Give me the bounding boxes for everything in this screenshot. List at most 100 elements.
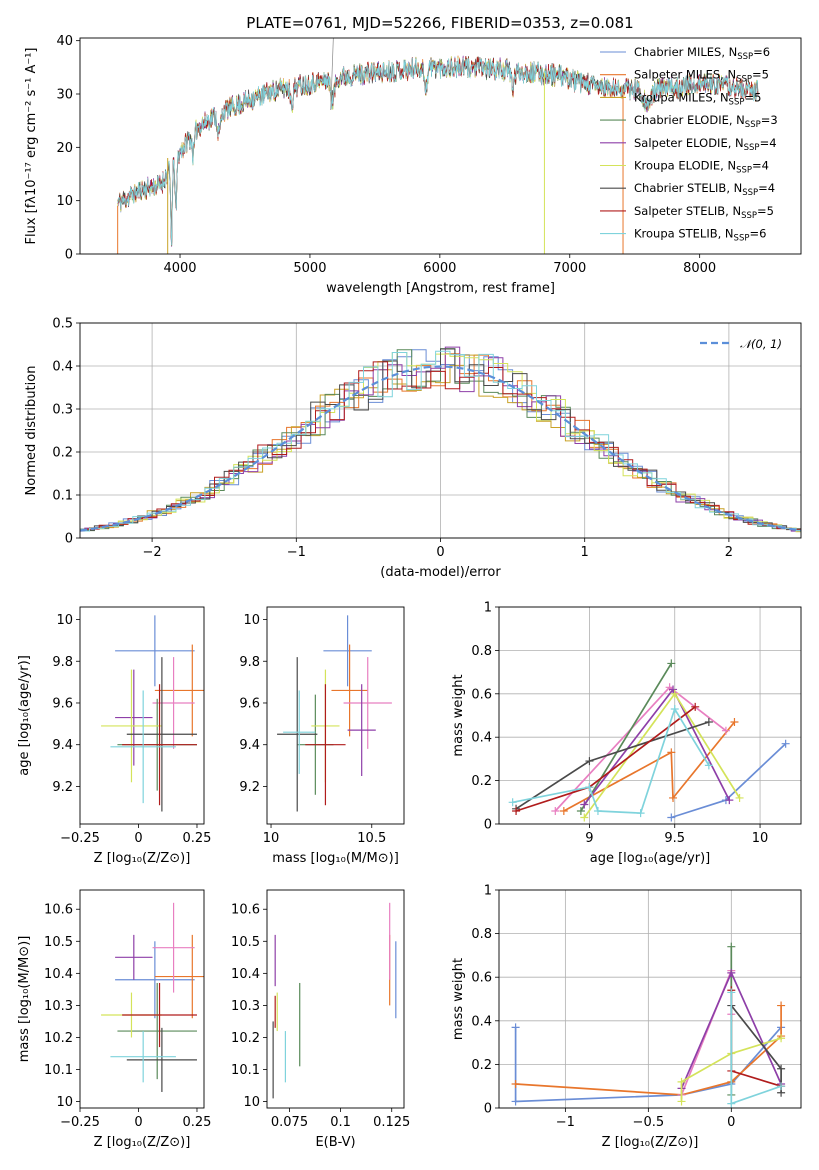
- x-tick-label: 0.1: [330, 1115, 351, 1130]
- legend-entry: Salpeter STELIB, NSSP=5: [634, 204, 774, 221]
- weight-marker: [669, 685, 678, 694]
- x-tick-label: 9.5: [664, 831, 685, 846]
- panel-age_vs_Z: −0.25 0 0.25 9.2 9.4 9.6 9.8 10 Z [log₁₀(Z/Z⊙)] a…: [17, 606, 211, 866]
- y-tick-label: 20: [56, 141, 73, 156]
- errorbar-point: [277, 657, 318, 812]
- figure-title: PLATE=0761, MJD=52266, FIBERID=0353, z=0…: [246, 14, 633, 32]
- spectrum-line: [117, 57, 759, 246]
- weight-marker: [559, 806, 568, 815]
- y-tick-label: 10.6: [44, 903, 73, 918]
- weight-marker: [508, 798, 517, 807]
- weight-line: [512, 706, 710, 814]
- y-tick-label: 0: [65, 248, 73, 263]
- x-axis-label: (data-model)/error: [380, 565, 501, 580]
- y-tick-label: 10.4: [231, 967, 260, 982]
- errorbar-point: [117, 982, 197, 1080]
- legend-suffix: =4: [758, 181, 775, 195]
- errorbar-point: [152, 902, 195, 993]
- errorbar-point: [101, 669, 162, 783]
- x-tick-label: 10: [263, 831, 280, 846]
- plot-area: [277, 615, 392, 812]
- y-tick-label: 0.4: [471, 1014, 492, 1029]
- weight-marker: [725, 796, 734, 805]
- weight-marker: [781, 739, 790, 748]
- errorbar-point: [122, 982, 197, 1048]
- weight-marker: [777, 1064, 786, 1073]
- legend-name: Kroupa STELIB, N: [634, 227, 734, 241]
- plot-area: [511, 942, 786, 1108]
- y-tick-label: 0.2: [471, 1058, 492, 1073]
- x-axis-label: age [log₁₀(age/yr)]: [590, 851, 711, 866]
- x-tick-label: −2: [143, 545, 162, 560]
- panel-mass_vs_ebv: 0.075 0.1 0.125 10 10.1 10.2 10.3 10.4 10.5 10.6 E…: [231, 889, 410, 1150]
- y-tick-label: 0.3: [52, 403, 73, 418]
- panel-weight_vs_Z: −1 −0.5 0 0 0.2 0.4 0.6 0.8 1 Z [log₁₀(Z/Z⊙)] mass…: [451, 884, 802, 1150]
- y-tick-label: 9.2: [239, 780, 260, 795]
- x-tick-label: −1: [287, 545, 306, 560]
- legend-entry: Salpeter ELODIE, NSSP=4: [634, 136, 777, 153]
- errorbar-point: [115, 615, 195, 687]
- errorbar-point: [347, 684, 376, 777]
- y-tick-label: 9.2: [52, 780, 73, 795]
- x-axis-label: Z [log₁₀(Z/Z⊙)]: [94, 1135, 191, 1150]
- y-tick-label: 10.6: [231, 903, 260, 918]
- weight-marker: [735, 793, 744, 802]
- weight-marker: [727, 942, 736, 951]
- legend-entry: Kroupa ELODIE, NSSP=4: [634, 159, 769, 176]
- y-tick-label: 0.5: [52, 317, 73, 332]
- legend-entry: Kroupa MILES, NSSP=5: [634, 90, 761, 107]
- y-tick-label: 9.6: [52, 696, 73, 711]
- weight-marker: [704, 761, 713, 770]
- weight-marker: [667, 748, 676, 757]
- weight-marker: [670, 689, 679, 698]
- legend-subscript: SSP: [736, 75, 752, 85]
- weight-marker: [667, 813, 676, 822]
- normal-reference-curve: [80, 365, 801, 532]
- weight-marker: [576, 806, 585, 815]
- legend-entry: Kroupa STELIB, NSSP=6: [634, 227, 766, 244]
- errorbar-point: [154, 644, 204, 737]
- weight-line: [730, 1004, 782, 1093]
- legend-subscript: SSP: [744, 143, 760, 153]
- legend-name: Chabrier MILES, N: [634, 45, 737, 59]
- legend-name: Salpeter ELODIE, N: [634, 136, 744, 150]
- x-tick-label: −1: [556, 1115, 575, 1130]
- weight-marker: [677, 1097, 686, 1106]
- legend-name: Chabrier STELIB, N: [634, 181, 742, 195]
- x-tick-label: 7000: [553, 261, 586, 276]
- legend-suffix: =5: [757, 204, 774, 218]
- y-tick-label: 0.6: [471, 687, 492, 702]
- y-tick-label: 1: [484, 601, 492, 616]
- errorbar-point: [115, 669, 153, 766]
- errorbar-point: [126, 657, 197, 812]
- y-tick-label: 10.5: [44, 935, 73, 950]
- weight-marker: [551, 806, 560, 815]
- x-tick-label: 5000: [293, 261, 326, 276]
- legend-subscript: SSP: [745, 120, 761, 130]
- errorbar-point: [331, 644, 368, 737]
- errorbar-point: [154, 934, 204, 1019]
- x-tick-label: 6000: [423, 261, 456, 276]
- weight-marker: [777, 1034, 786, 1043]
- errorbar-point: [122, 684, 197, 806]
- weight-marker: [677, 1077, 686, 1086]
- x-tick-label: 0: [134, 831, 142, 846]
- y-axis-label: mass weight: [451, 674, 466, 756]
- weight-marker: [593, 806, 602, 815]
- panel-residuals: −2 −1 0 1 2 0 0.1 0.2 0.3 0.4 0.5 (data-model)/erro…: [24, 317, 802, 580]
- legend-entry: 𝒩(0, 1): [740, 337, 782, 351]
- weight-marker: [512, 806, 521, 815]
- y-tick-label: 10: [56, 613, 73, 628]
- x-tick-label: 9: [585, 831, 593, 846]
- y-tick-label: 10.5: [231, 935, 260, 950]
- legend-subscript: SSP: [741, 211, 757, 221]
- y-tick-label: 0.1: [52, 489, 73, 504]
- panel-weight_vs_age: 9 9.5 10 0 0.2 0.4 0.6 0.8 1 age [log₁₀(age/yr)] m…: [451, 601, 802, 866]
- x-tick-label: −0.5: [633, 1115, 665, 1130]
- weight-marker: [730, 718, 739, 727]
- legend-subscript: SSP: [737, 52, 753, 62]
- weight-marker: [727, 988, 736, 997]
- x-tick-label: 10.5: [357, 831, 386, 846]
- y-tick-label: 1: [484, 884, 492, 899]
- plot-area: [101, 902, 204, 1092]
